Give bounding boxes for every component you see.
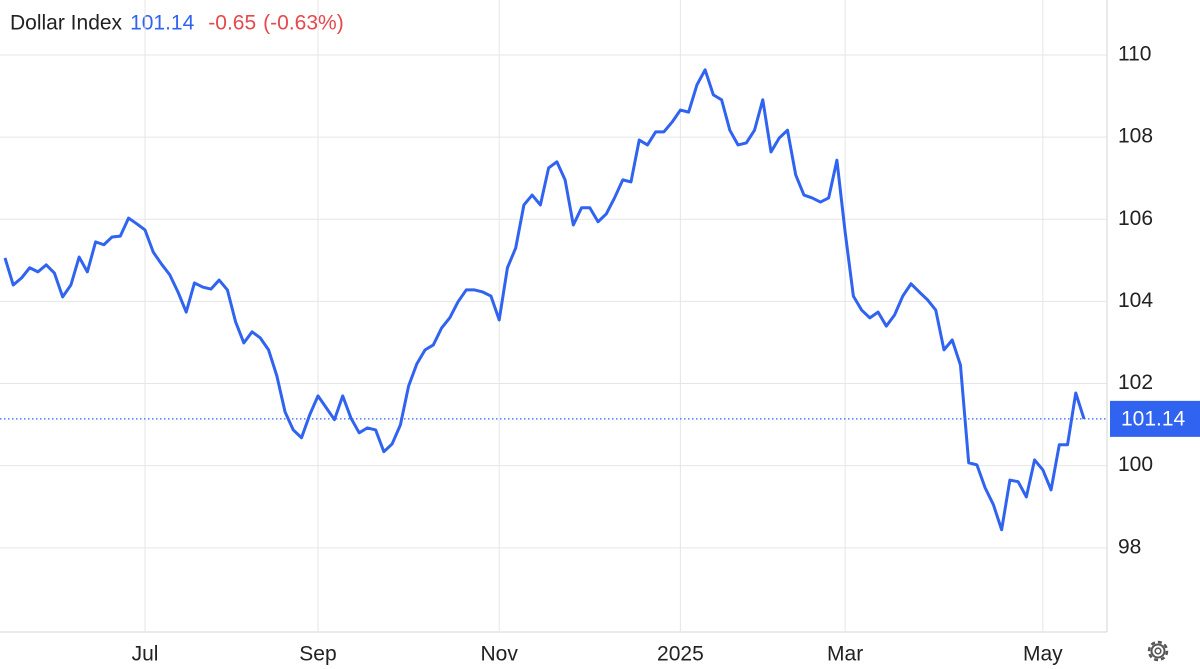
x-tick-label: May: [1023, 643, 1063, 666]
last-price-box: [1110, 400, 1200, 437]
x-tick-label: Jul: [132, 643, 159, 666]
y-tick-label: 98: [1118, 535, 1141, 558]
y-tick-label: 104: [1118, 289, 1153, 312]
chart-title: Dollar Index: [10, 12, 123, 35]
price-line: [3, 68, 1086, 532]
settings-icon[interactable]: [1147, 640, 1169, 662]
x-tick-label: Mar: [827, 643, 863, 666]
x-tick-label: Nov: [481, 643, 519, 666]
y-tick-label: 102: [1118, 371, 1153, 394]
y-tick-label: 110: [1118, 43, 1151, 66]
x-tick-label: 2025: [657, 643, 704, 666]
last-price-label: 101.14: [1121, 407, 1186, 430]
price-change-percent: (-0.63%): [263, 12, 344, 35]
x-tick-label: Sep: [299, 643, 336, 666]
y-tick-label: 106: [1118, 207, 1153, 230]
y-tick-label: 100: [1118, 453, 1153, 476]
last-price: 101.14: [130, 12, 195, 35]
price-change: -0.65: [208, 12, 256, 35]
y-tick-label: 108: [1118, 125, 1153, 148]
